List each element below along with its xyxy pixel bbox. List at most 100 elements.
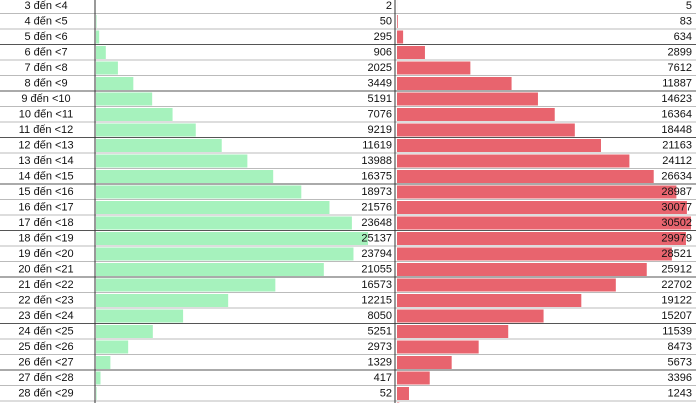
- row-label: 27 đến <28: [18, 372, 73, 384]
- row-label: 5 đến <6: [24, 31, 67, 43]
- cell-value: 23794: [361, 248, 392, 260]
- cell-value: 8473: [668, 341, 692, 353]
- cell-value: 21055: [361, 264, 392, 276]
- cell-value: 7612: [668, 62, 692, 74]
- cell-value: 24112: [662, 155, 692, 167]
- cell-value: 417: [374, 372, 392, 384]
- row-label: 19 đến <20: [18, 248, 73, 260]
- data-bar: [96, 232, 368, 245]
- row-label: 20 đến <21: [18, 264, 73, 276]
- row-label: 28 đến <29: [18, 388, 73, 400]
- data-bar: [397, 139, 601, 152]
- row-label: 23 đến <24: [18, 310, 73, 322]
- cell-value: 26634: [661, 171, 692, 183]
- data-bar: [96, 201, 330, 214]
- data-bar: [397, 371, 430, 385]
- cell-value: 21576: [361, 202, 392, 214]
- data-bar: [397, 340, 479, 354]
- data-bar: [397, 309, 544, 323]
- cell-value: 23648: [361, 217, 392, 229]
- data-bar: [397, 387, 409, 400]
- data-bar: [397, 108, 555, 121]
- data-bar: [397, 263, 647, 276]
- data-bar: [397, 201, 687, 214]
- row-label: 24 đến <25: [18, 326, 73, 338]
- cell-value: 14623: [661, 93, 692, 105]
- data-bar: [96, 294, 229, 307]
- data-bar: [397, 154, 630, 168]
- cell-value: 16375: [361, 171, 392, 183]
- cell-value: 83: [680, 16, 692, 28]
- data-bar: [96, 170, 274, 183]
- data-bar: [96, 185, 302, 199]
- data-bar: [397, 123, 575, 137]
- data-bar: [397, 46, 425, 59]
- row-label: 22 đến <23: [18, 295, 73, 307]
- data-bar: [96, 154, 248, 168]
- row-label: 25 đến <26: [18, 341, 73, 353]
- cell-value: 28987: [661, 186, 692, 198]
- cell-value: 2973: [368, 341, 392, 353]
- cell-value: 18448: [661, 124, 692, 136]
- data-bar: [96, 309, 184, 323]
- row-label: 13 đến <14: [18, 155, 73, 167]
- cell-value: 21163: [662, 140, 692, 152]
- data-bar: [96, 92, 153, 106]
- cell-value: 5673: [668, 357, 692, 369]
- data-bar: [397, 30, 404, 44]
- cell-value: 16364: [661, 109, 692, 121]
- row-label: 18 đến <19: [18, 233, 73, 245]
- cell-value: 11619: [362, 140, 392, 152]
- data-bar: [397, 15, 398, 28]
- cell-value: 25912: [661, 264, 692, 276]
- data-bar: [96, 278, 276, 292]
- data-bar: [397, 216, 691, 230]
- row-label: 10 đến <11: [19, 109, 74, 121]
- data-bar: [397, 356, 452, 369]
- data-bar: [397, 278, 616, 292]
- cell-value: 11539: [662, 326, 692, 338]
- cell-value: 906: [374, 47, 392, 59]
- cell-value: 11887: [662, 78, 692, 90]
- data-bar: [397, 325, 509, 338]
- cell-value: 2: [386, 0, 392, 12]
- data-bar: [96, 46, 106, 59]
- data-bar: [96, 387, 97, 400]
- cell-value: 50: [380, 16, 392, 28]
- data-bar: [96, 77, 134, 90]
- cell-value: 18973: [361, 186, 392, 198]
- data-bar: [96, 247, 354, 261]
- cell-value: 3396: [668, 372, 692, 384]
- cell-value: 1329: [368, 357, 392, 369]
- row-label: 17 đến <18: [18, 217, 73, 229]
- data-bar: [96, 123, 196, 137]
- row-label: 3 đến <4: [24, 0, 67, 12]
- cell-value: 9219: [368, 124, 392, 136]
- data-bar: [397, 185, 677, 199]
- data-bar: [96, 371, 101, 385]
- data-bar: [397, 294, 582, 307]
- cell-value: 13988: [361, 155, 392, 167]
- cell-value: 12215: [361, 295, 392, 307]
- cell-value: 295: [374, 31, 392, 43]
- cell-value: 19122: [661, 295, 692, 307]
- data-bar: [397, 170, 654, 183]
- cell-value: 29979: [661, 233, 692, 245]
- row-label: 14 đến <15: [18, 171, 73, 183]
- data-bar: [96, 61, 118, 75]
- cell-value: 634: [674, 31, 692, 43]
- row-label: 7 đến <8: [24, 62, 67, 74]
- cell-value: 25137: [361, 233, 392, 245]
- data-bar: [397, 232, 686, 245]
- cell-value: 16573: [361, 279, 392, 291]
- cell-value: 52: [380, 388, 392, 400]
- data-bar: [96, 108, 173, 121]
- row-label: 8 đến <9: [24, 78, 67, 90]
- cell-value: 5: [686, 0, 692, 12]
- data-bar: [96, 30, 100, 44]
- cell-value: 30502: [661, 217, 692, 229]
- row-label: 12 đến <13: [18, 140, 73, 152]
- data-bar: [96, 325, 153, 338]
